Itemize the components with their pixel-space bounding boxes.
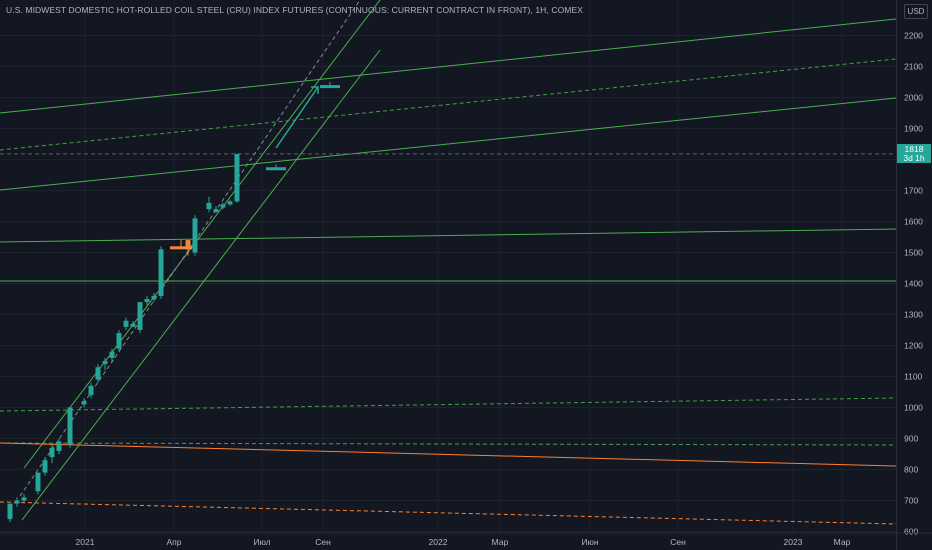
price-tick-label: 2000 <box>904 93 923 103</box>
time-tick-label: Сен <box>670 537 686 547</box>
price-tick-label: 1100 <box>904 372 923 382</box>
resistance-lower-line <box>0 97 897 191</box>
resistance-upper-line <box>0 18 897 114</box>
price-tick-label: 1300 <box>904 310 923 320</box>
price-tick-label: 700 <box>904 496 918 506</box>
chart-grid <box>0 0 896 533</box>
candle-body <box>7 503 13 520</box>
channel-lower-line <box>21 49 381 521</box>
time-tick-label: Апр <box>167 537 182 547</box>
candle-body <box>192 218 198 253</box>
candle-body <box>116 333 122 349</box>
candle-body <box>213 209 219 213</box>
time-tick-label: Сен <box>315 537 331 547</box>
channel-upper-line <box>23 0 381 469</box>
candle-body <box>220 204 226 208</box>
last-price-tag: 1818 3d 1h <box>897 144 931 163</box>
price-tick-label: 1200 <box>904 341 923 351</box>
candle-body <box>151 295 157 299</box>
time-tick-label: Июн <box>581 537 598 547</box>
time-tick-label: Мар <box>492 537 509 547</box>
price-axis-border <box>896 0 897 550</box>
candle-body <box>21 497 27 501</box>
candle-body <box>170 246 192 250</box>
candle-body <box>56 441 62 451</box>
price-tick-label: 600 <box>904 527 918 537</box>
trend-drawings <box>0 0 897 525</box>
price-tick-label: 1000 <box>904 403 923 413</box>
time-axis[interactable]: 2021 Апр Июл Сен 2022 Мар Июн Сен 2023 Мар <box>0 532 932 547</box>
candle-body <box>266 167 286 171</box>
projection-arrow-line <box>275 86 319 149</box>
chart-title: U.S. MIDWEST DOMESTIC HOT-ROLLED COIL ST… <box>6 5 583 15</box>
price-tick-label: 1400 <box>904 279 923 289</box>
support-orange-line <box>0 442 897 467</box>
time-tick-label: 2021 <box>76 537 95 547</box>
candle-body <box>227 201 233 205</box>
resistance-mid-line <box>0 58 897 151</box>
candle-body <box>14 500 20 504</box>
bar-countdown: 3d 1h <box>903 153 925 163</box>
candle-body <box>49 447 55 458</box>
time-tick-label: 2023 <box>784 537 803 547</box>
candle-body <box>206 202 212 210</box>
candle-body <box>158 249 164 296</box>
support-orange-dashed-line <box>0 501 897 525</box>
candle-body <box>81 401 87 405</box>
candle-body <box>88 385 94 396</box>
projection-arrow-head <box>311 86 319 94</box>
price-tick-label: 2200 <box>904 31 923 41</box>
currency-selector[interactable]: USD <box>904 4 928 19</box>
level-bottom-dashed-line <box>0 442 897 446</box>
candlestick-series <box>7 82 340 523</box>
candle-body <box>320 85 340 89</box>
candle-body <box>67 407 73 445</box>
price-tick-label: 900 <box>904 434 918 444</box>
candle-body <box>102 361 108 365</box>
candle-body <box>95 367 101 380</box>
candle-body <box>42 460 48 473</box>
price-axis[interactable]: 600 700 800 900 1000 1100 1200 1300 1400 1500 1600… <box>904 31 923 537</box>
candle-body <box>185 240 191 250</box>
time-tick-label: 2022 <box>429 537 448 547</box>
level-lower-dashed-line <box>0 397 897 412</box>
candle-body <box>109 351 115 358</box>
price-tick-label: 1900 <box>904 124 923 134</box>
level-1520-line <box>0 228 897 243</box>
candle-body <box>123 320 129 327</box>
price-tick-label: 800 <box>904 465 918 475</box>
candle-body <box>35 472 41 492</box>
time-tick-label: Мар <box>834 537 851 547</box>
price-tick-label: 2100 <box>904 62 923 72</box>
candle-body <box>137 302 143 330</box>
price-tick-label: 1600 <box>904 217 923 227</box>
price-tick-label: 1700 <box>904 186 923 196</box>
channel-mid-line <box>19 0 361 497</box>
price-tick-label: 1500 <box>904 248 923 258</box>
candle-body <box>130 323 136 327</box>
last-price-value: 1818 <box>904 144 924 154</box>
candle-body <box>144 299 150 303</box>
time-tick-label: Июл <box>253 537 270 547</box>
candle-body <box>234 153 240 202</box>
